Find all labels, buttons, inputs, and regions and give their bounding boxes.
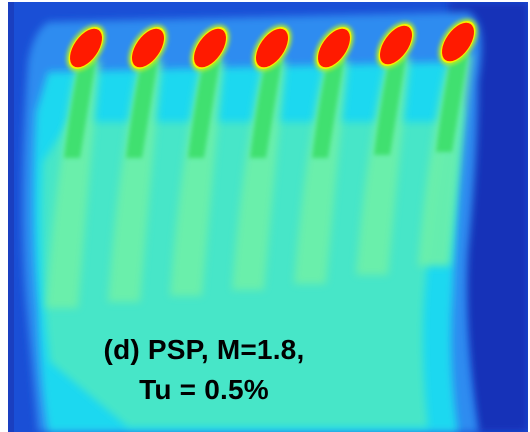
left-wall-strip [8,2,14,432]
jet-core-1 [64,58,96,158]
jet-core-4 [250,58,282,158]
jet-trail-2 [108,58,162,302]
hole-core-7 [442,22,474,62]
jet-core-7 [436,52,468,152]
jet-core-5 [312,58,344,158]
jet-core-2 [126,58,158,158]
hole-core-3 [194,28,226,68]
hole-core-4 [256,28,288,68]
hole-core-2 [132,28,164,68]
caption-line-1: (d) PSP, M=1.8, [103,334,305,365]
jet-core-3 [188,58,220,158]
coolant-jets [46,19,478,308]
psp-contour-map [8,2,528,432]
jet-trail-1 [46,58,100,308]
jet-core-6 [374,55,406,155]
hole-core-5 [318,28,350,68]
caption-line-2: Tu = 0.5% [139,374,269,405]
figure-caption: (d) PSP, M=1.8, Tu = 0.5% [84,330,324,410]
hole-core-1 [70,28,102,68]
hole-core-6 [380,25,412,65]
